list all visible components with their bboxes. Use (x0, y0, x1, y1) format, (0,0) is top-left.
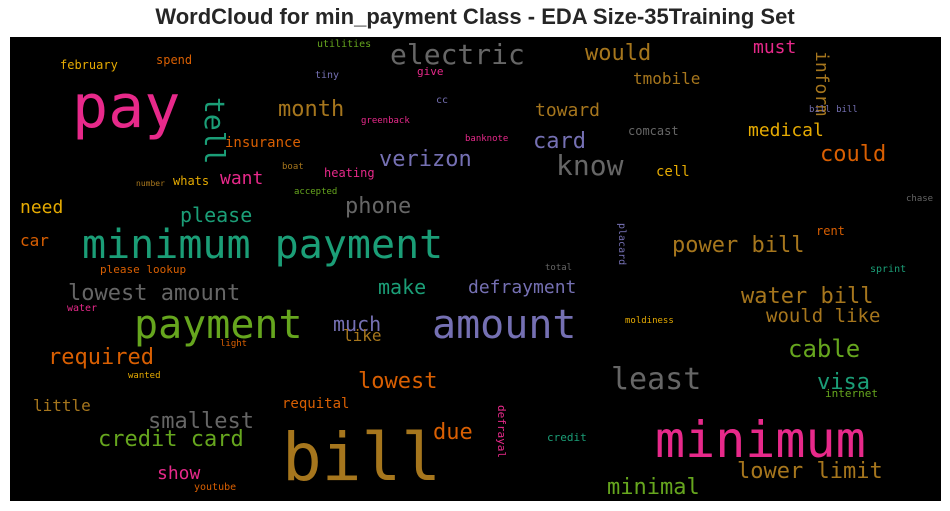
word-wanted: wanted (128, 371, 161, 381)
word-must: must (753, 37, 797, 58)
word-moldiness: moldiness (625, 316, 674, 326)
word-required: required (48, 345, 154, 370)
word-minimum-payment: minimum payment (82, 222, 444, 268)
word-boat: boat (282, 162, 304, 172)
word-little: little (33, 396, 91, 415)
word-need: need (20, 197, 64, 218)
word-want: want (220, 168, 264, 189)
word-lower-limit: lower limit (737, 459, 883, 484)
word-smallest: smallest (148, 409, 254, 434)
word-credit-card: credit card (98, 427, 244, 452)
word-phone: phone (345, 194, 412, 219)
word-heating: heating (324, 166, 375, 180)
word-accepted: accepted (294, 187, 338, 197)
word-least: least (611, 362, 702, 397)
word-water-bill: water bill (741, 284, 874, 309)
word-water: water (67, 303, 98, 314)
word-show: show (157, 463, 201, 484)
word-minimal: minimal (607, 475, 700, 500)
word-visa: visa (817, 370, 870, 395)
word-verizon: verizon (379, 147, 472, 172)
word-tiny: tiny (315, 70, 340, 81)
word-requital: requital (282, 396, 350, 412)
word-card: card (533, 129, 586, 154)
word-inform: inform (811, 51, 832, 117)
word-sprint: sprint (870, 264, 907, 275)
chart-title: WordCloud for min_payment Class - EDA Si… (155, 4, 795, 29)
word-much: much (333, 312, 382, 336)
word-month: month (278, 97, 345, 122)
word-total: total (545, 263, 573, 273)
word-whats: whats (173, 174, 210, 188)
word-would-like: would like (766, 305, 881, 327)
word-youtube: youtube (194, 482, 237, 493)
word-please-lookup: please lookup (100, 263, 187, 276)
word-like: like (343, 326, 382, 345)
word-credit: credit (547, 431, 587, 444)
word-spend: spend (156, 53, 193, 67)
word-please: please (180, 203, 253, 227)
word-minimum: minimum (655, 411, 866, 469)
word-car: car (20, 231, 49, 250)
word-make: make (378, 275, 427, 299)
word-bill: bill (282, 419, 441, 496)
word-chase: chase (906, 194, 934, 204)
wordcloud-canvas: bill minimum pay minimum payment payment amou… (10, 37, 941, 501)
word-greenback: greenback (361, 116, 410, 126)
word-light: light (220, 339, 248, 349)
word-power-bill: power bill (672, 233, 805, 258)
word-cc: cc (436, 95, 449, 106)
word-tell: tell (198, 97, 231, 165)
word-bill-bill: bill bill (809, 105, 858, 115)
word-insurance: insurance (225, 135, 301, 151)
word-give: give (417, 65, 444, 78)
word-pay: pay (72, 72, 181, 142)
word-know: know (556, 149, 624, 182)
word-lowest: lowest (358, 369, 438, 394)
word-tmobile: tmobile (633, 69, 701, 88)
word-cable: cable (788, 335, 861, 363)
word-lowest-amount: lowest amount (68, 281, 241, 306)
word-electric: electric (390, 38, 525, 71)
word-payment: payment (134, 302, 303, 348)
word-banknote: banknote (465, 134, 509, 144)
word-defrayal: defrayal (495, 405, 508, 458)
word-medical: medical (748, 120, 824, 141)
word-comcast: comcast (628, 124, 679, 138)
word-defrayment: defrayment (468, 277, 577, 298)
word-would: would (585, 41, 652, 66)
word-due: due (433, 420, 473, 445)
word-could: could (820, 142, 887, 167)
word-february: february (60, 58, 118, 72)
word-placard: placard (616, 223, 627, 266)
word-utilities: utilities (317, 39, 372, 50)
word-number: number (136, 179, 165, 188)
word-amount: amount (432, 302, 577, 348)
word-toward: toward (535, 100, 601, 121)
word-internet: internet (825, 387, 878, 400)
word-cell: cell (656, 164, 690, 180)
word-rent: rent (816, 224, 845, 238)
